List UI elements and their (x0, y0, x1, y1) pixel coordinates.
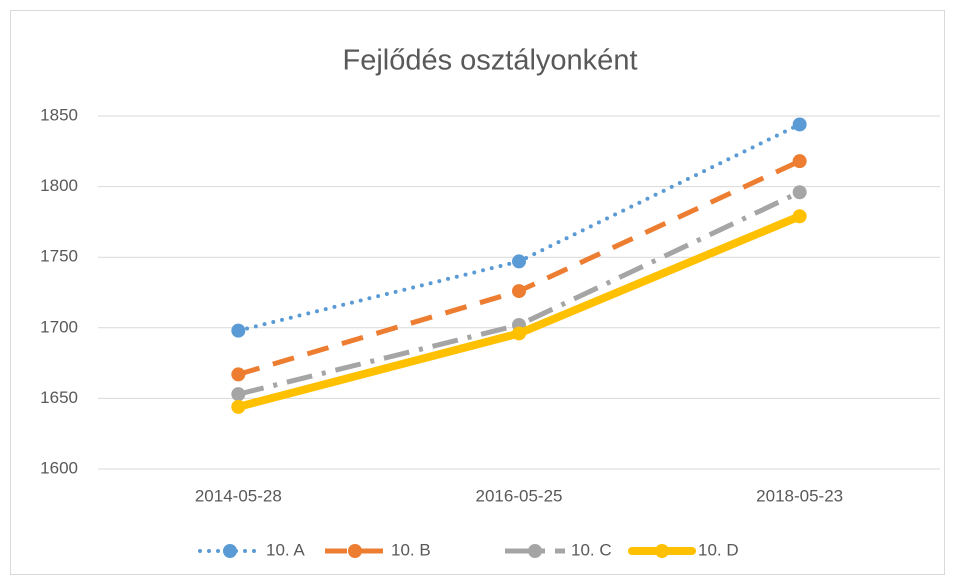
point-marker (512, 326, 526, 341)
legend-label: 10. A (266, 540, 305, 559)
x-tick-label: 2018-05-23 (756, 486, 843, 505)
point-marker (792, 154, 807, 169)
point-marker (512, 284, 526, 299)
y-tick-label: 1800 (40, 176, 78, 195)
y-tick-label: 1700 (40, 317, 78, 336)
legend-label: 10. B (391, 540, 431, 559)
y-tick-label: 1600 (40, 458, 78, 477)
point-marker (231, 387, 246, 402)
y-tick-label: 1750 (40, 247, 78, 266)
chart-title: Fejlődés osztályonként (343, 45, 638, 77)
point-marker (792, 209, 807, 224)
legend-label: 10. C (571, 540, 612, 559)
legend-label: 10. D (698, 540, 739, 559)
x-tick-label: 2014-05-28 (195, 486, 282, 505)
legend-marker (223, 544, 237, 558)
point-marker (231, 323, 246, 338)
point-marker (512, 254, 526, 269)
y-tick-label: 1650 (40, 388, 78, 407)
legend-marker (348, 544, 362, 558)
point-marker (231, 367, 246, 382)
legend-marker (528, 544, 542, 558)
y-tick-label: 1850 (40, 105, 78, 124)
chart-border (10, 10, 945, 575)
x-tick-label: 2016-05-25 (476, 486, 563, 505)
legend-marker (655, 544, 669, 558)
point-marker (792, 185, 807, 200)
point-marker (792, 117, 807, 132)
point-marker (231, 399, 246, 414)
